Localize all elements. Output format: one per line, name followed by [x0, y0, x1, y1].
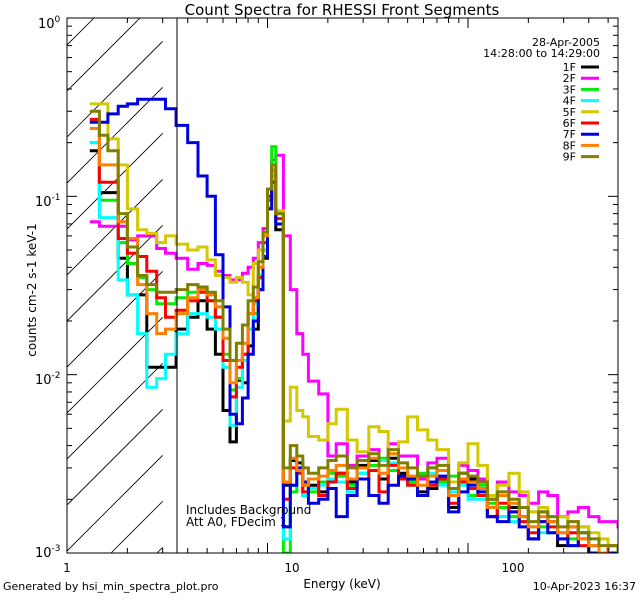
series-6f [89, 117, 618, 553]
svg-text:9F: 9F [563, 151, 576, 164]
legend-item-6f: 6F [563, 117, 599, 130]
svg-text:4F: 4F [563, 95, 576, 108]
svg-text:10-3: 10-3 [35, 544, 61, 561]
svg-text:10-2: 10-2 [35, 371, 61, 388]
series-9f [89, 109, 618, 553]
legend-item-2f: 2F [563, 72, 599, 85]
series-7f [89, 97, 618, 553]
svg-text:5F: 5F [563, 106, 576, 119]
svg-text:3F: 3F [563, 83, 576, 96]
legend-item-7f: 7F [563, 128, 599, 141]
x-tick-label-10: 10 [284, 561, 299, 575]
y-tick-label-2: 10-2 [35, 371, 61, 388]
x-tick-label-1: 1 [63, 561, 71, 575]
series-5f [89, 102, 618, 548]
x-axis-label: Energy (keV) [303, 577, 380, 591]
annotation-background: Includes Background [186, 503, 311, 517]
svg-text:1F: 1F [563, 61, 576, 74]
plot-frame [66, 17, 619, 554]
date-label: 28-Apr-2005 [532, 36, 600, 49]
footer-timestamp: 10-Apr-2023 16:37 [532, 580, 636, 593]
legend-item-4f: 4F [563, 95, 599, 108]
svg-text:8F: 8F [563, 139, 576, 152]
svg-text:6F: 6F [563, 117, 576, 130]
annotation-attenuator: Att A0, FDecim 1 [186, 515, 287, 529]
axis-ticks [66, 17, 618, 554]
svg-text:100: 100 [38, 15, 61, 32]
svg-text:7F: 7F [563, 128, 576, 141]
footer-generated-by: Generated by hsi_min_spectra_plot.pro [3, 580, 219, 593]
y-tick-label-0: 100 [38, 15, 61, 32]
legend-item-9f: 9F [563, 151, 599, 164]
y-tick-label-3: 10-3 [35, 544, 61, 561]
y-axis-label: counts cm-2 s-1 keV-1 [25, 223, 39, 356]
svg-text:10-1: 10-1 [35, 193, 61, 210]
legend-item-5f: 5F [563, 106, 599, 119]
svg-text:2F: 2F [563, 72, 576, 85]
chart-title: Count Spectra for RHESSI Front Segments [185, 1, 500, 19]
y-tick-label-1: 10-1 [35, 193, 61, 210]
series-8f [89, 127, 618, 553]
legend-item-1f: 1F [563, 61, 599, 74]
legend-item-3f: 3F [563, 83, 599, 96]
series-2f [89, 153, 618, 529]
x-tick-label-100: 100 [502, 561, 525, 575]
legend-item-8f: 8F [563, 139, 599, 152]
time-range-label: 14:28:00 to 14:29:00 [483, 47, 600, 60]
